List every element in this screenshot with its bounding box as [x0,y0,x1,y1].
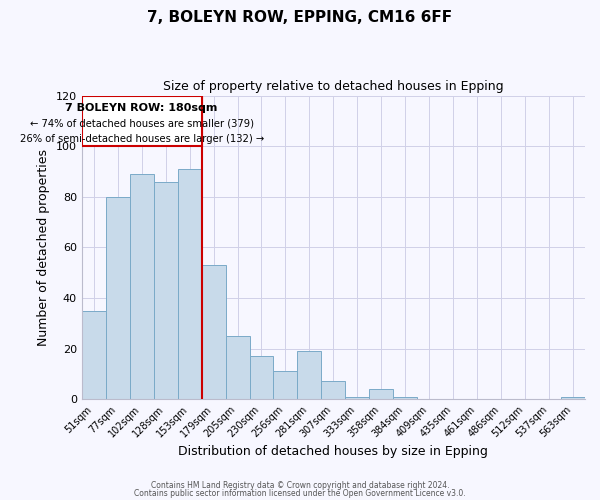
Bar [298,351,322,399]
Bar [393,396,417,399]
Text: Contains public sector information licensed under the Open Government Licence v3: Contains public sector information licen… [134,488,466,498]
Bar [82,310,106,399]
X-axis label: Distribution of detached houses by size in Epping: Distribution of detached houses by size … [178,444,488,458]
Bar [82,96,202,146]
Bar [346,396,370,399]
Text: 7 BOLEYN ROW: 180sqm: 7 BOLEYN ROW: 180sqm [65,103,218,113]
Text: Contains HM Land Registry data © Crown copyright and database right 2024.: Contains HM Land Registry data © Crown c… [151,481,449,490]
Bar [561,396,585,399]
Bar [106,197,130,399]
Bar [154,182,178,399]
Bar [250,356,274,399]
Bar [370,389,393,399]
Y-axis label: Number of detached properties: Number of detached properties [37,149,50,346]
Text: 7, BOLEYN ROW, EPPING, CM16 6FF: 7, BOLEYN ROW, EPPING, CM16 6FF [148,10,452,25]
Title: Size of property relative to detached houses in Epping: Size of property relative to detached ho… [163,80,503,93]
Bar [226,336,250,399]
Bar [202,265,226,399]
Text: 26% of semi-detached houses are larger (132) →: 26% of semi-detached houses are larger (… [20,134,264,143]
Text: ← 74% of detached houses are smaller (379): ← 74% of detached houses are smaller (37… [29,118,254,128]
Bar [130,174,154,399]
Bar [322,382,346,399]
Bar [274,372,298,399]
Bar [178,169,202,399]
